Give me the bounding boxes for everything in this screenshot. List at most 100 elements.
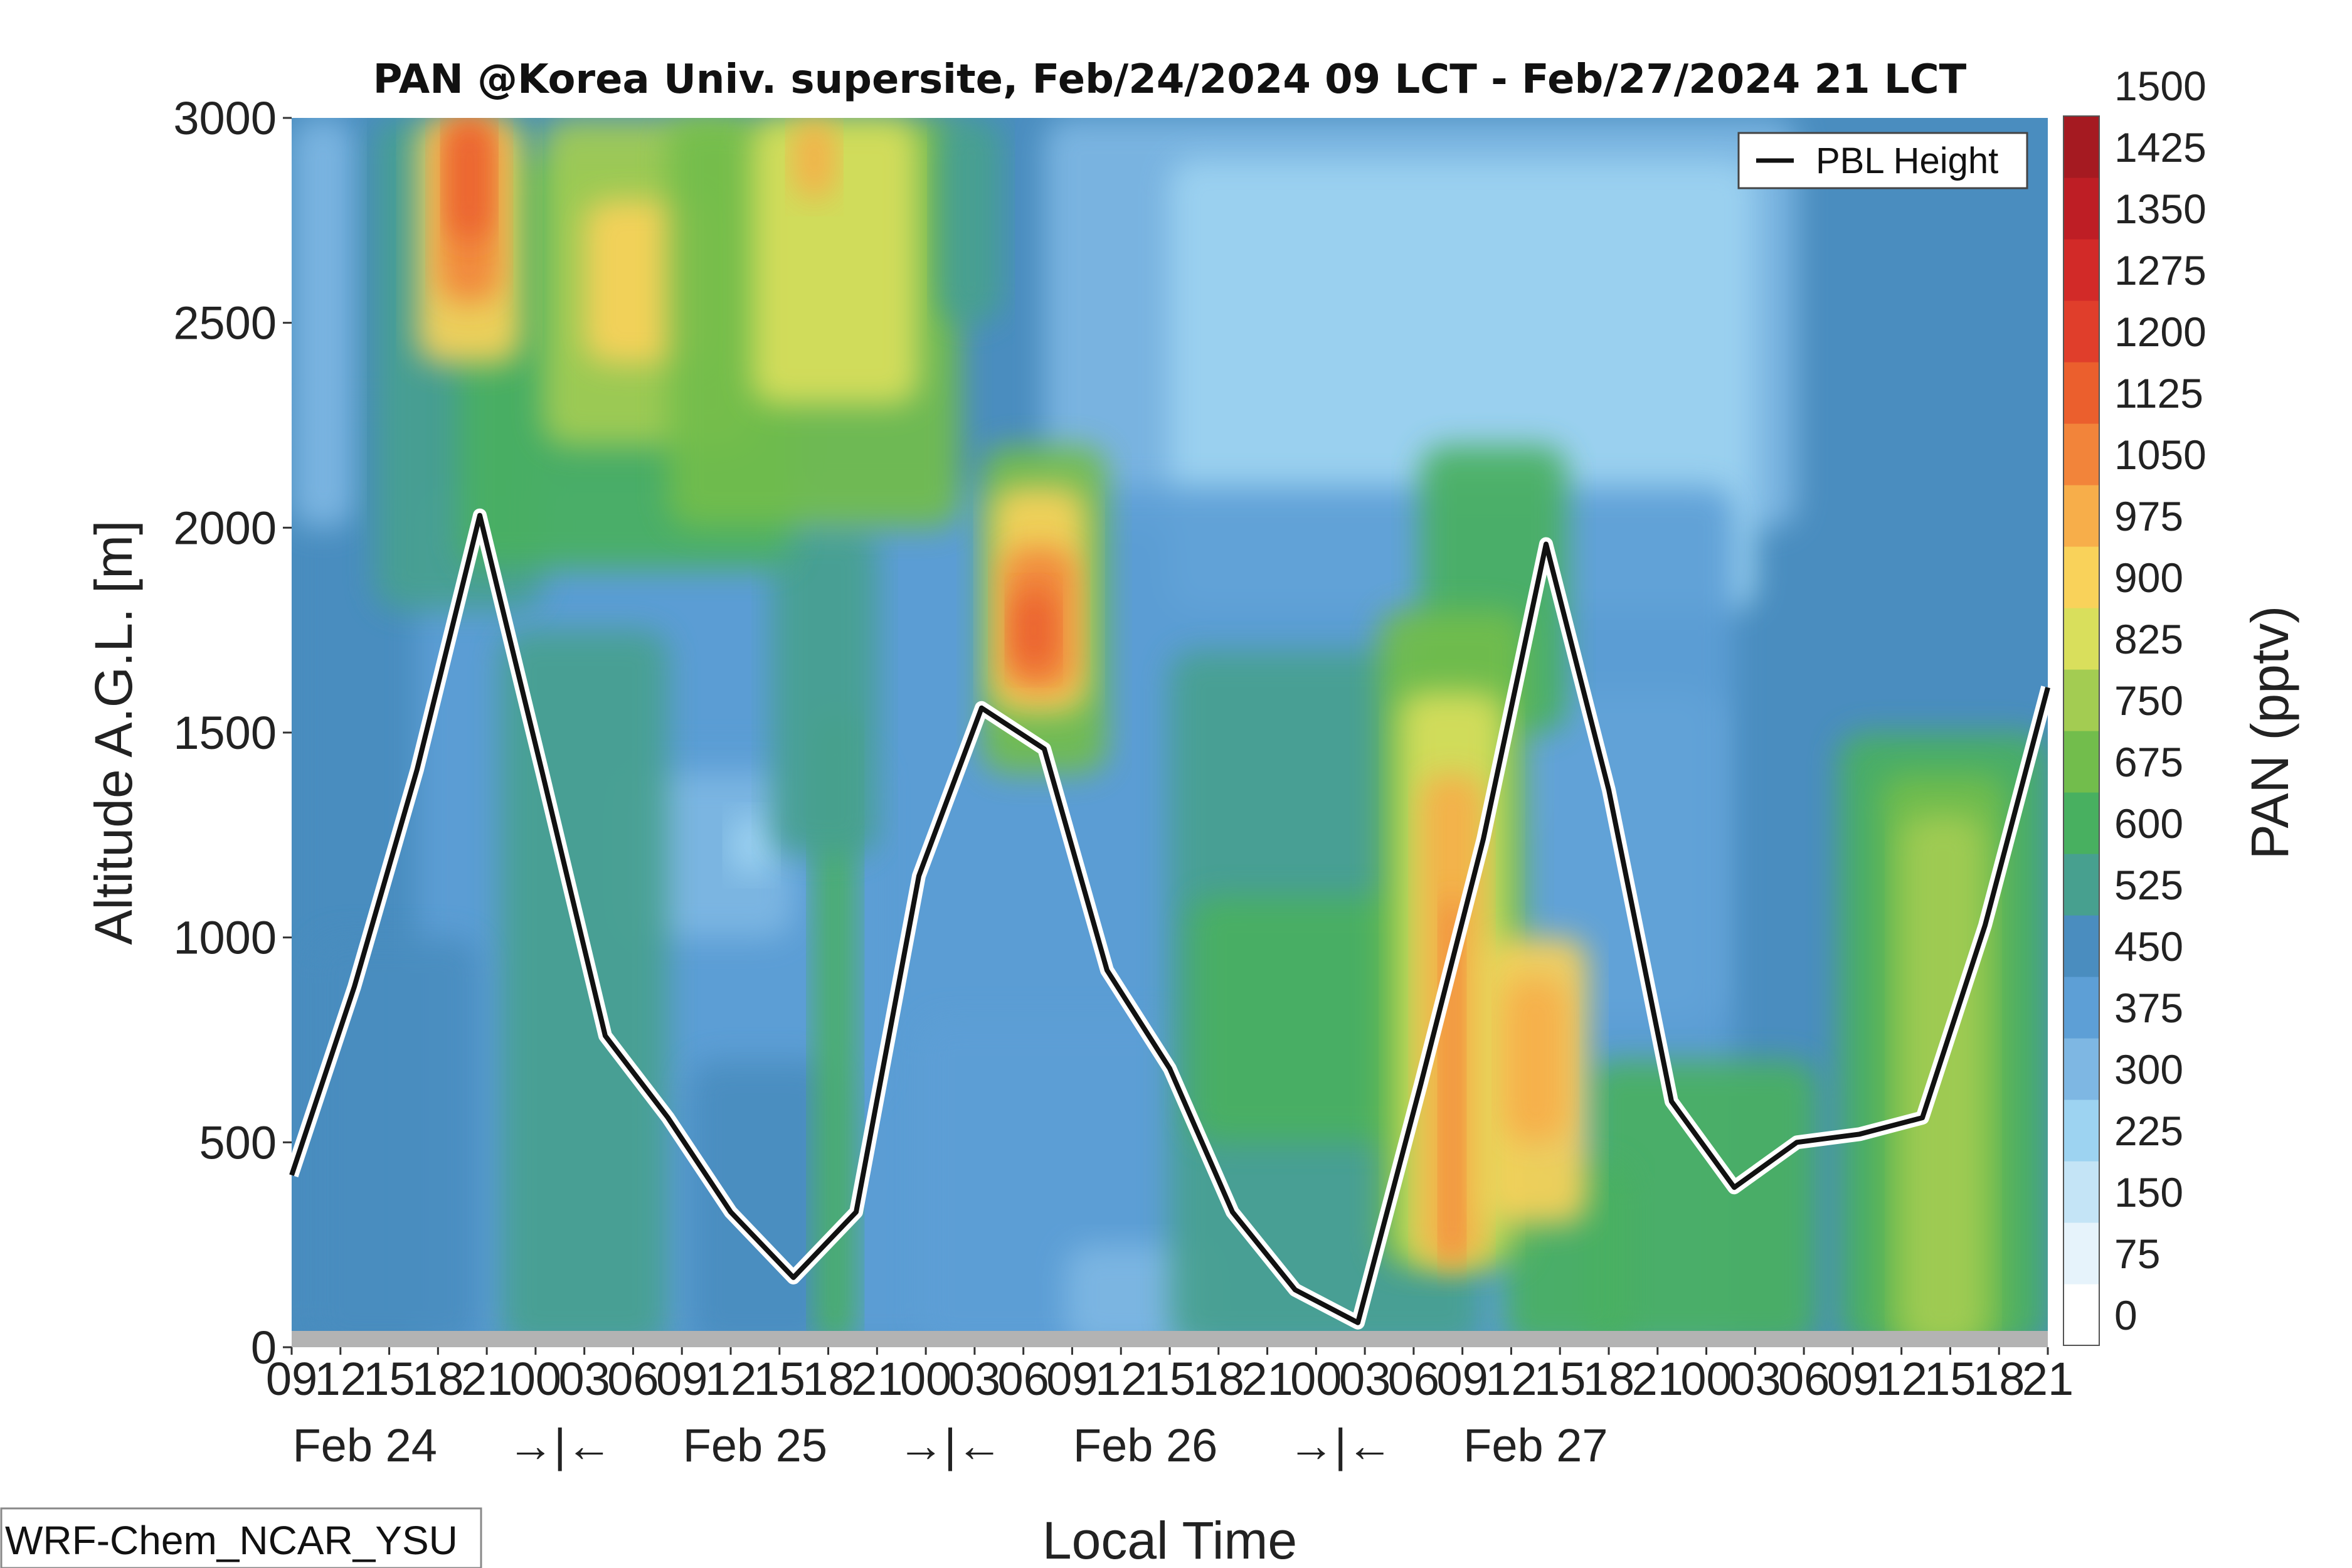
x-tick-label-18: 15	[1144, 1353, 1195, 1405]
colorbar-segment-10	[2063, 669, 2099, 731]
y-tick-label-3000: 3000	[173, 92, 277, 144]
colorbar-segment-2	[2063, 1161, 2099, 1223]
colorbar-segment-5	[2063, 977, 2099, 1039]
colorbar-segment-15	[2063, 362, 2099, 424]
x-tick-label-31: 06	[1778, 1353, 1830, 1405]
colorbar-segment-19	[2063, 116, 2099, 178]
x-tick-label-25: 12	[1485, 1353, 1537, 1405]
heatmap-patch-1	[292, 118, 354, 528]
x-tick-label-16: 09	[1046, 1353, 1098, 1405]
x-tick-label-1: 12	[315, 1353, 366, 1405]
colorbar-segment-3	[2063, 1099, 2099, 1162]
x-axis: 0912151821000306091215182100030609121518…	[266, 1347, 2074, 1405]
colorbar-frame	[2063, 115, 2100, 1346]
plot-area	[285, 118, 2055, 1347]
x-tick-label-33: 12	[1876, 1353, 1927, 1405]
colorbar-tick-1050: 1050	[2114, 432, 2206, 478]
y-tick-label-1500: 1500	[173, 707, 277, 759]
x-tick-label-36: 21	[2022, 1353, 2074, 1405]
night-marker-2: →|←	[1288, 1419, 1393, 1471]
heatmap-patch-12	[501, 630, 668, 1347]
heatmap-patch-32	[751, 118, 919, 405]
heatmap-field	[292, 118, 2048, 1347]
x-tick-label-5: 00	[510, 1353, 561, 1405]
x-tick-label-28: 21	[1632, 1353, 1683, 1405]
heatmap-patch-30	[448, 118, 490, 241]
night-marker-0: →|←	[507, 1419, 612, 1471]
x-tick-label-17: 12	[1095, 1353, 1147, 1405]
colorbar-tick-1275: 1275	[2114, 247, 2206, 294]
y-tick-label-1000: 1000	[173, 912, 277, 964]
colorbar-tick-750: 750	[2114, 677, 2183, 724]
colorbar-segment-0	[2063, 1284, 2099, 1346]
x-tick-label-35: 18	[1973, 1353, 2025, 1405]
colorbar	[2063, 115, 2100, 1346]
heatmap-patch-38	[1013, 589, 1055, 671]
date-label-1: Feb 25	[683, 1419, 827, 1471]
x-tick-label-8: 09	[656, 1353, 707, 1405]
x-tick-label-14: 03	[949, 1353, 1000, 1405]
colorbar-segment-13	[2063, 485, 2099, 547]
x-tick-label-4: 21	[461, 1353, 512, 1405]
colorbar-segment-1	[2063, 1222, 2099, 1285]
heatmap-patch-45	[1504, 978, 1567, 1143]
date-label-2: Feb 26	[1073, 1419, 1217, 1471]
x-tick-label-0: 09	[266, 1353, 317, 1405]
x-tick-label-20: 21	[1241, 1353, 1293, 1405]
x-tick-label-24: 09	[1437, 1353, 1488, 1405]
colorbar-tick-75: 75	[2114, 1231, 2160, 1277]
y-tick-label-0: 0	[251, 1322, 277, 1374]
colorbar-segment-6	[2063, 915, 2099, 977]
colorbar-tick-600: 600	[2114, 800, 2183, 847]
colorbar-tick-225: 225	[2114, 1108, 2183, 1154]
x-tick-label-26: 15	[1534, 1353, 1586, 1405]
x-tick-label-13: 00	[900, 1353, 951, 1405]
x-tick-label-23: 06	[1388, 1353, 1439, 1405]
colorbar-tick-1200: 1200	[2114, 309, 2206, 355]
x-tick-label-30: 03	[1729, 1353, 1781, 1405]
colorbar-segment-17	[2063, 239, 2099, 301]
x-tick-label-3: 18	[412, 1353, 464, 1405]
x-tick-label-12: 21	[851, 1353, 903, 1405]
colorbar-tick-825: 825	[2114, 616, 2183, 662]
colorbar-segment-14	[2063, 423, 2099, 485]
heatmap-patch-21	[1901, 814, 1985, 1347]
colorbar-tick-1125: 1125	[2114, 370, 2203, 416]
colorbar-tick-300: 300	[2114, 1046, 2183, 1093]
x-axis-label: Local Time	[1042, 1511, 1297, 1568]
night-marker-1: →|←	[898, 1419, 1002, 1471]
x-tick-label-9: 12	[705, 1353, 756, 1405]
heatmap-patch-14	[689, 1060, 835, 1347]
colorbar-segment-7	[2063, 854, 2099, 916]
heatmap-patch-34	[940, 118, 1003, 323]
colorbar-segment-12	[2063, 546, 2099, 608]
legend-entry-pbl-height: PBL Height	[1816, 140, 1998, 181]
date-label-3: Feb 27	[1463, 1419, 1608, 1471]
colorbar-tick-450: 450	[2114, 923, 2183, 970]
x-tick-label-29: 00	[1680, 1353, 1732, 1405]
x-tick-label-32: 09	[1827, 1353, 1878, 1405]
ground-band	[292, 1331, 2048, 1347]
heatmap-patch-22	[814, 712, 856, 1347]
colorbar-label: PAN (pptv)	[2240, 606, 2299, 860]
colorbar-tick-525: 525	[2114, 862, 2183, 908]
y-tick-label-500: 500	[199, 1116, 277, 1168]
colorbar-tick-1350: 1350	[2114, 186, 2206, 232]
colorbar-segment-16	[2063, 300, 2099, 363]
model-label-frame	[0, 1507, 482, 1568]
x-tick-label-15: 06	[998, 1353, 1049, 1405]
x-date-labels: Feb 24 Feb 25 Feb 26 Feb 27 →|← →|← →|←	[292, 1419, 1608, 1471]
x-tick-label-19: 18	[1193, 1353, 1244, 1405]
x-tick-label-7: 06	[607, 1353, 659, 1405]
y-axis: 0 500 1000 1500 2000 2500 3000	[173, 92, 292, 1374]
x-tick-label-10: 15	[754, 1353, 805, 1405]
colorbar-segment-8	[2063, 792, 2099, 854]
colorbar-tick-375: 375	[2114, 985, 2183, 1031]
colorbar-tick-675: 675	[2114, 739, 2183, 785]
heatmap-patch-9	[731, 814, 773, 876]
x-tick-label-21: 00	[1290, 1353, 1342, 1405]
colorbar-ticks: 0 75 150 225 300 375 450 525 600 675 750 825 900 975 1…	[2114, 63, 2206, 1338]
pbl-height-line	[289, 512, 2050, 1325]
x-tick-label-27: 18	[1583, 1353, 1634, 1405]
chart-title: PAN @Korea Univ. supersite, Feb/24/2024 …	[373, 56, 1967, 103]
